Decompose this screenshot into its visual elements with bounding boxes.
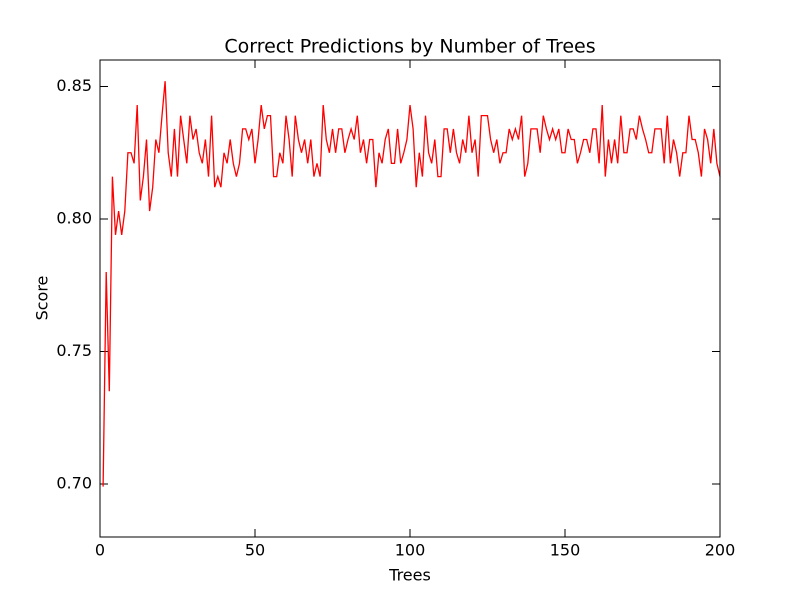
plot-frame [99, 59, 721, 538]
line-series [102, 81, 721, 487]
x-axis-label: Trees [388, 566, 431, 585]
chart-title: Correct Predictions by Number of Trees [224, 36, 595, 58]
x-tick-label: 50 [245, 541, 265, 560]
y-tick-label: 0.75 [56, 341, 92, 360]
y-tick-label: 0.70 [56, 474, 92, 493]
x-tick-label: 0 [95, 541, 105, 560]
y-axis-label: Score [33, 276, 52, 321]
x-tick-label: 100 [395, 541, 426, 560]
y-tick-label: 0.85 [56, 76, 92, 95]
x-tick-label: 200 [705, 541, 736, 560]
x-tick-label: 150 [550, 541, 581, 560]
y-tick-label: 0.80 [56, 209, 92, 228]
